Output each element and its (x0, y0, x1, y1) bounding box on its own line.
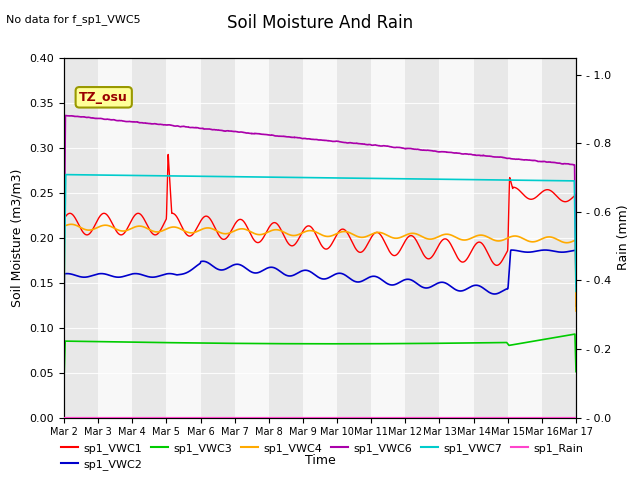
Bar (542, 58, 576, 418)
Bar (98, 58, 132, 418)
Bar (64, 58, 98, 418)
Bar (166, 58, 200, 418)
Text: No data for f_sp1_VWC5: No data for f_sp1_VWC5 (6, 14, 141, 25)
Bar (132, 58, 166, 418)
Y-axis label: Soil Moisture (m3/m3): Soil Moisture (m3/m3) (11, 168, 24, 307)
Bar (337, 58, 371, 418)
Bar (474, 58, 508, 418)
Bar (576, 58, 610, 418)
Legend: sp1_VWC1, sp1_VWC2, sp1_VWC3, sp1_VWC4, sp1_VWC6, sp1_VWC7, sp1_Rain: sp1_VWC1, sp1_VWC2, sp1_VWC3, sp1_VWC4, … (57, 438, 588, 474)
Bar (610, 58, 640, 418)
Text: TZ_osu: TZ_osu (79, 91, 128, 104)
Text: Soil Moisture And Rain: Soil Moisture And Rain (227, 14, 413, 33)
Bar (440, 58, 474, 418)
Bar (235, 58, 269, 418)
Bar (371, 58, 405, 418)
Bar (200, 58, 235, 418)
Bar (269, 58, 303, 418)
X-axis label: Time: Time (305, 454, 335, 467)
Y-axis label: Rain (mm): Rain (mm) (616, 205, 630, 270)
Bar (405, 58, 440, 418)
Bar (508, 58, 542, 418)
Bar (303, 58, 337, 418)
